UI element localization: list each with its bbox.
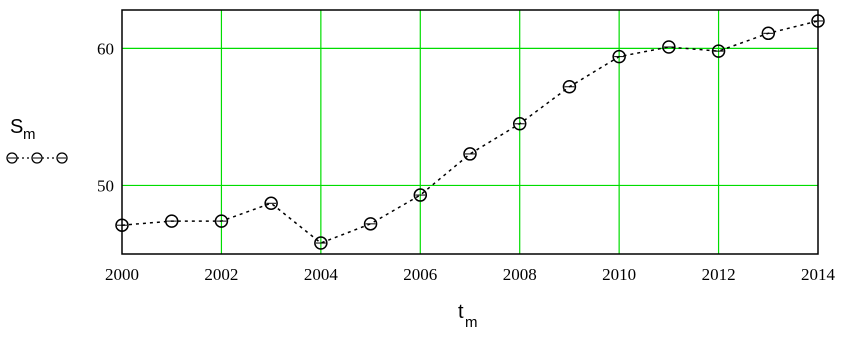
y-axis-title: S m — [10, 116, 36, 143]
data-point — [413, 188, 428, 202]
x-tick-label: 2012 — [702, 265, 736, 284]
data-point — [761, 26, 776, 41]
y-tick-label: 60 — [97, 39, 114, 58]
legend-sample — [6, 152, 68, 164]
data-point — [811, 14, 825, 28]
x-tick-label: 2004 — [304, 265, 339, 284]
data-point — [264, 196, 278, 211]
data-point — [711, 44, 726, 58]
x-tick-label: 2008 — [503, 265, 537, 284]
data-point — [662, 40, 676, 54]
plot-frame — [121, 9, 819, 255]
data-point — [314, 236, 328, 250]
data-point — [164, 214, 179, 228]
data-point — [512, 117, 527, 131]
x-tick-label: 2000 — [105, 265, 139, 284]
y-axis-label: S — [10, 116, 23, 138]
data-point — [363, 217, 378, 231]
data-point — [115, 218, 129, 232]
series-layer — [115, 14, 825, 250]
y-axis-label-subscript: m — [23, 126, 36, 143]
data-point — [562, 80, 577, 94]
tick-labels: 2000 2002 2004 2006 2008 2010 2012 2014 50 60 — [97, 39, 836, 284]
data-point — [214, 214, 229, 228]
x-tick-label: 2010 — [602, 265, 636, 284]
data-point — [463, 147, 477, 161]
series-line — [121, 20, 819, 244]
x-tick-label: 2006 — [403, 265, 437, 284]
x-axis-label-subscript: m — [465, 314, 478, 331]
data-point — [612, 49, 626, 64]
x-axis-title: t m — [458, 301, 478, 331]
x-axis-label: t — [458, 301, 464, 323]
x-tick-label: 2014 — [801, 265, 836, 284]
x-tick-label: 2002 — [204, 265, 238, 284]
y-tick-label: 50 — [97, 176, 114, 195]
